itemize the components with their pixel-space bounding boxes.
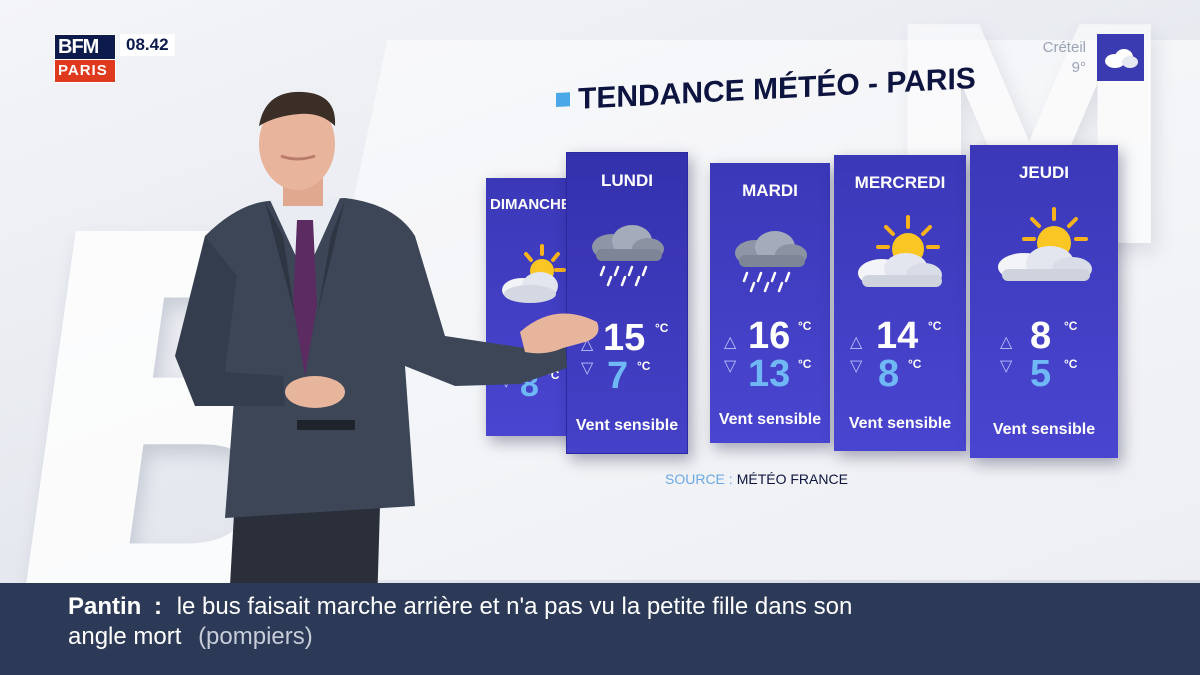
forecast-icon-wrap — [567, 219, 687, 289]
source-value: MÉTÉO FRANCE — [736, 471, 848, 487]
ticker-headline-line1: le bus faisait marche arrière et n'a pas… — [176, 593, 853, 620]
min-arrow-icon: ▽ — [850, 358, 863, 375]
channel-logo: BFM PARIS — [54, 34, 116, 83]
min-unit: °C — [908, 357, 922, 371]
min-temperature: 5 — [1030, 353, 1052, 395]
day-label: DIMANCHE — [490, 196, 571, 213]
clock: 08.42 — [120, 34, 175, 56]
forecast-card-sunday: DIMANCHE ▽ 8 °C — [486, 178, 578, 436]
max-unit: °C — [655, 321, 669, 335]
cloud-icon — [1104, 48, 1138, 68]
forecast-card-tuesday: MARDI △ 16 °C ▽ 13 °C Vent sensible — [710, 163, 830, 443]
max-temperature: 8 — [1030, 315, 1052, 357]
sun-cloud-icon — [858, 215, 942, 287]
max-arrow-icon: △ — [724, 334, 737, 351]
max-unit: °C — [1064, 319, 1078, 333]
forecast-icon-wrap — [834, 215, 966, 295]
min-temperature: 7 — [607, 355, 629, 397]
ticker-headline-line2: angle mort — [68, 623, 182, 650]
sun-cloud-icon — [998, 207, 1092, 281]
wind-label: Vent sensible — [575, 417, 679, 434]
max-unit: °C — [798, 319, 812, 333]
max-arrow-icon: △ — [1000, 334, 1013, 351]
wind-label: Vent sensible — [718, 411, 822, 428]
forecast-icon-wrap — [970, 207, 1118, 291]
max-temperature: 16 — [748, 315, 791, 357]
day-label: MARDI — [742, 181, 798, 200]
rain-icon — [592, 225, 664, 287]
forecast-icon-wrap — [710, 225, 830, 295]
min-temperature: 8 — [878, 353, 900, 395]
ticker-line-2: angle mort (pompiers) — [68, 623, 313, 651]
forecast-card-monday: LUNDI △ 15 °C ▽ 7 °C Vent sensible — [566, 152, 688, 454]
rain-icon — [735, 231, 807, 293]
ticker-separator: : — [154, 593, 163, 620]
logo-bottom-text: PARIS — [54, 60, 116, 83]
forecast-icon-wrap — [498, 244, 578, 306]
min-arrow-icon: ▽ — [724, 358, 737, 375]
day-label: MERCREDI — [854, 173, 946, 192]
min-arrow-icon: ▽ — [1000, 358, 1013, 375]
logo-top-text: BFM — [54, 34, 116, 60]
local-city: Créteil — [1042, 39, 1086, 56]
max-temperature: 15 — [603, 317, 646, 359]
min-unit: °C — [637, 359, 651, 373]
wind-label: Vent sensible — [848, 415, 952, 432]
forecast-card-thursday: JEUDI △ 8 °C ▽ 5 °C Vent sensible — [970, 145, 1118, 458]
day-label: JEUDI — [1018, 163, 1070, 182]
ticker-line-1: Pantin : le bus faisait marche arrière e… — [68, 593, 852, 621]
sun-cloud-icon — [502, 244, 566, 303]
local-weather-icon-box — [1097, 34, 1144, 81]
news-ticker: Pantin : le bus faisait marche arrière e… — [0, 583, 1200, 675]
max-unit: °C — [928, 319, 942, 333]
forecast-card-wednesday: MERCREDI △ 14 °C ▽ 8 °C Vent sensible — [834, 155, 966, 451]
wind-label: Vent sensible — [992, 421, 1096, 438]
local-weather: Créteil 9° — [1020, 38, 1086, 78]
ticker-attribution: (pompiers) — [198, 623, 313, 650]
max-arrow-icon: △ — [850, 334, 863, 351]
min-temperature: 13 — [748, 353, 791, 395]
ticker-place: Pantin — [68, 593, 142, 620]
day-label: LUNDI — [601, 171, 653, 190]
min-arrow-icon: ▽ — [581, 360, 594, 377]
max-temperature: 14 — [876, 315, 919, 357]
local-temperature: 9° — [1071, 59, 1086, 76]
min-unit: °C — [798, 357, 812, 371]
min-unit: °C — [1064, 357, 1078, 371]
data-source: SOURCE : MÉTÉO FRANCE — [665, 471, 848, 487]
source-label: SOURCE : — [665, 471, 733, 487]
